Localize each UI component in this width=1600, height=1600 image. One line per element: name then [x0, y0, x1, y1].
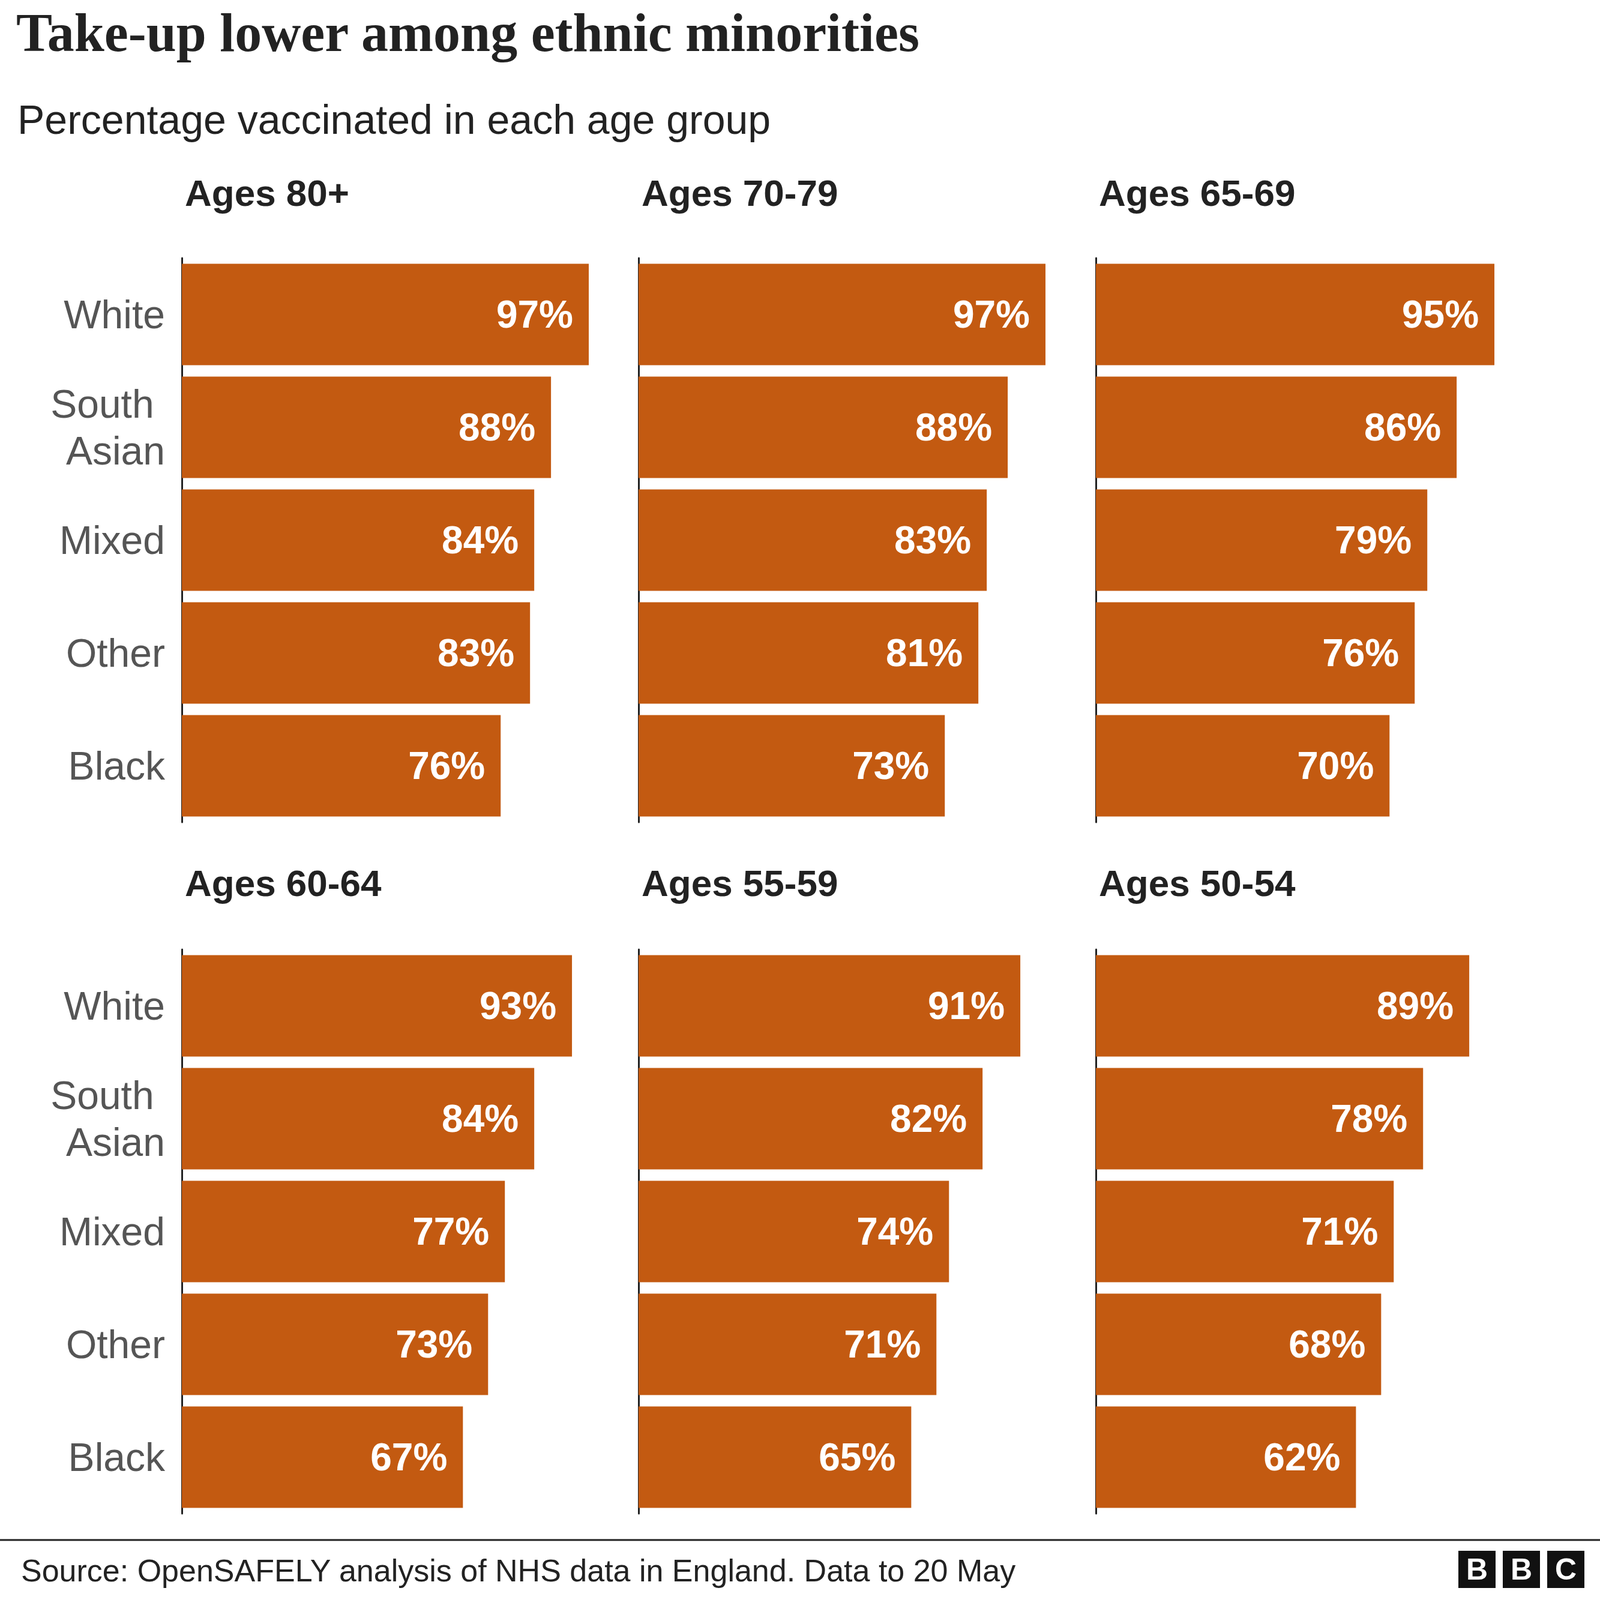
svg-text:73%: 73% [395, 1322, 473, 1366]
svg-text:83%: 83% [894, 518, 972, 562]
svg-text:Ages 70-79: Ages 70-79 [641, 172, 838, 214]
svg-text:Other: Other [66, 1322, 166, 1367]
svg-text:97%: 97% [496, 292, 574, 337]
svg-text:B: B [1466, 1552, 1488, 1587]
svg-text:70%: 70% [1296, 744, 1374, 788]
svg-text:81%: 81% [885, 631, 963, 675]
svg-text:B: B [1510, 1552, 1533, 1587]
svg-text:91%: 91% [927, 984, 1005, 1028]
svg-text:97%: 97% [953, 292, 1030, 337]
svg-text:Asian: Asian [66, 1119, 166, 1165]
svg-text:Black: Black [68, 743, 166, 788]
svg-text:77%: 77% [412, 1209, 490, 1254]
svg-text:84%: 84% [441, 518, 519, 562]
svg-text:79%: 79% [1334, 518, 1412, 562]
svg-text:Asian: Asian [66, 428, 166, 473]
svg-text:Other: Other [66, 630, 166, 676]
svg-text:86%: 86% [1364, 405, 1441, 449]
svg-text:78%: 78% [1330, 1097, 1408, 1141]
svg-text:Source: OpenSAFELY analysis of: Source: OpenSAFELY analysis of NHS data … [21, 1553, 1016, 1588]
svg-text:74%: 74% [856, 1209, 934, 1254]
svg-text:95%: 95% [1401, 292, 1479, 337]
svg-text:Ages 65-69: Ages 65-69 [1098, 172, 1296, 214]
svg-text:Ages 55-59: Ages 55-59 [641, 862, 838, 904]
svg-text:Ages 80+: Ages 80+ [184, 172, 350, 214]
svg-text:82%: 82% [890, 1097, 967, 1141]
svg-text:73%: 73% [852, 744, 930, 788]
svg-text:South: South [50, 1073, 166, 1118]
svg-text:C: C [1554, 1552, 1577, 1587]
svg-text:South: South [50, 381, 166, 427]
svg-text:62%: 62% [1263, 1435, 1341, 1479]
svg-text:68%: 68% [1288, 1322, 1366, 1366]
svg-text:88%: 88% [458, 405, 536, 449]
svg-text:Ages 60-64: Ages 60-64 [184, 862, 382, 904]
svg-text:White: White [63, 292, 166, 337]
svg-text:65%: 65% [818, 1435, 896, 1479]
svg-text:89%: 89% [1376, 984, 1454, 1028]
svg-text:67%: 67% [370, 1435, 448, 1479]
svg-text:Percentage vaccinated in each: Percentage vaccinated in each age group [17, 96, 771, 143]
svg-text:Mixed: Mixed [59, 1209, 166, 1254]
svg-text:71%: 71% [843, 1322, 921, 1366]
svg-text:White: White [63, 983, 166, 1029]
svg-text:Ages 50-54: Ages 50-54 [1098, 862, 1296, 904]
svg-text:Take-up lower among ethnic min: Take-up lower among ethnic minorities [16, 3, 920, 63]
svg-text:83%: 83% [437, 631, 515, 675]
svg-text:76%: 76% [1322, 631, 1399, 675]
svg-text:76%: 76% [408, 744, 485, 788]
svg-text:88%: 88% [915, 405, 993, 449]
svg-text:93%: 93% [479, 984, 557, 1028]
svg-text:84%: 84% [441, 1097, 519, 1141]
svg-text:71%: 71% [1301, 1209, 1378, 1254]
svg-text:Black: Black [68, 1434, 166, 1480]
svg-text:Mixed: Mixed [59, 517, 166, 563]
